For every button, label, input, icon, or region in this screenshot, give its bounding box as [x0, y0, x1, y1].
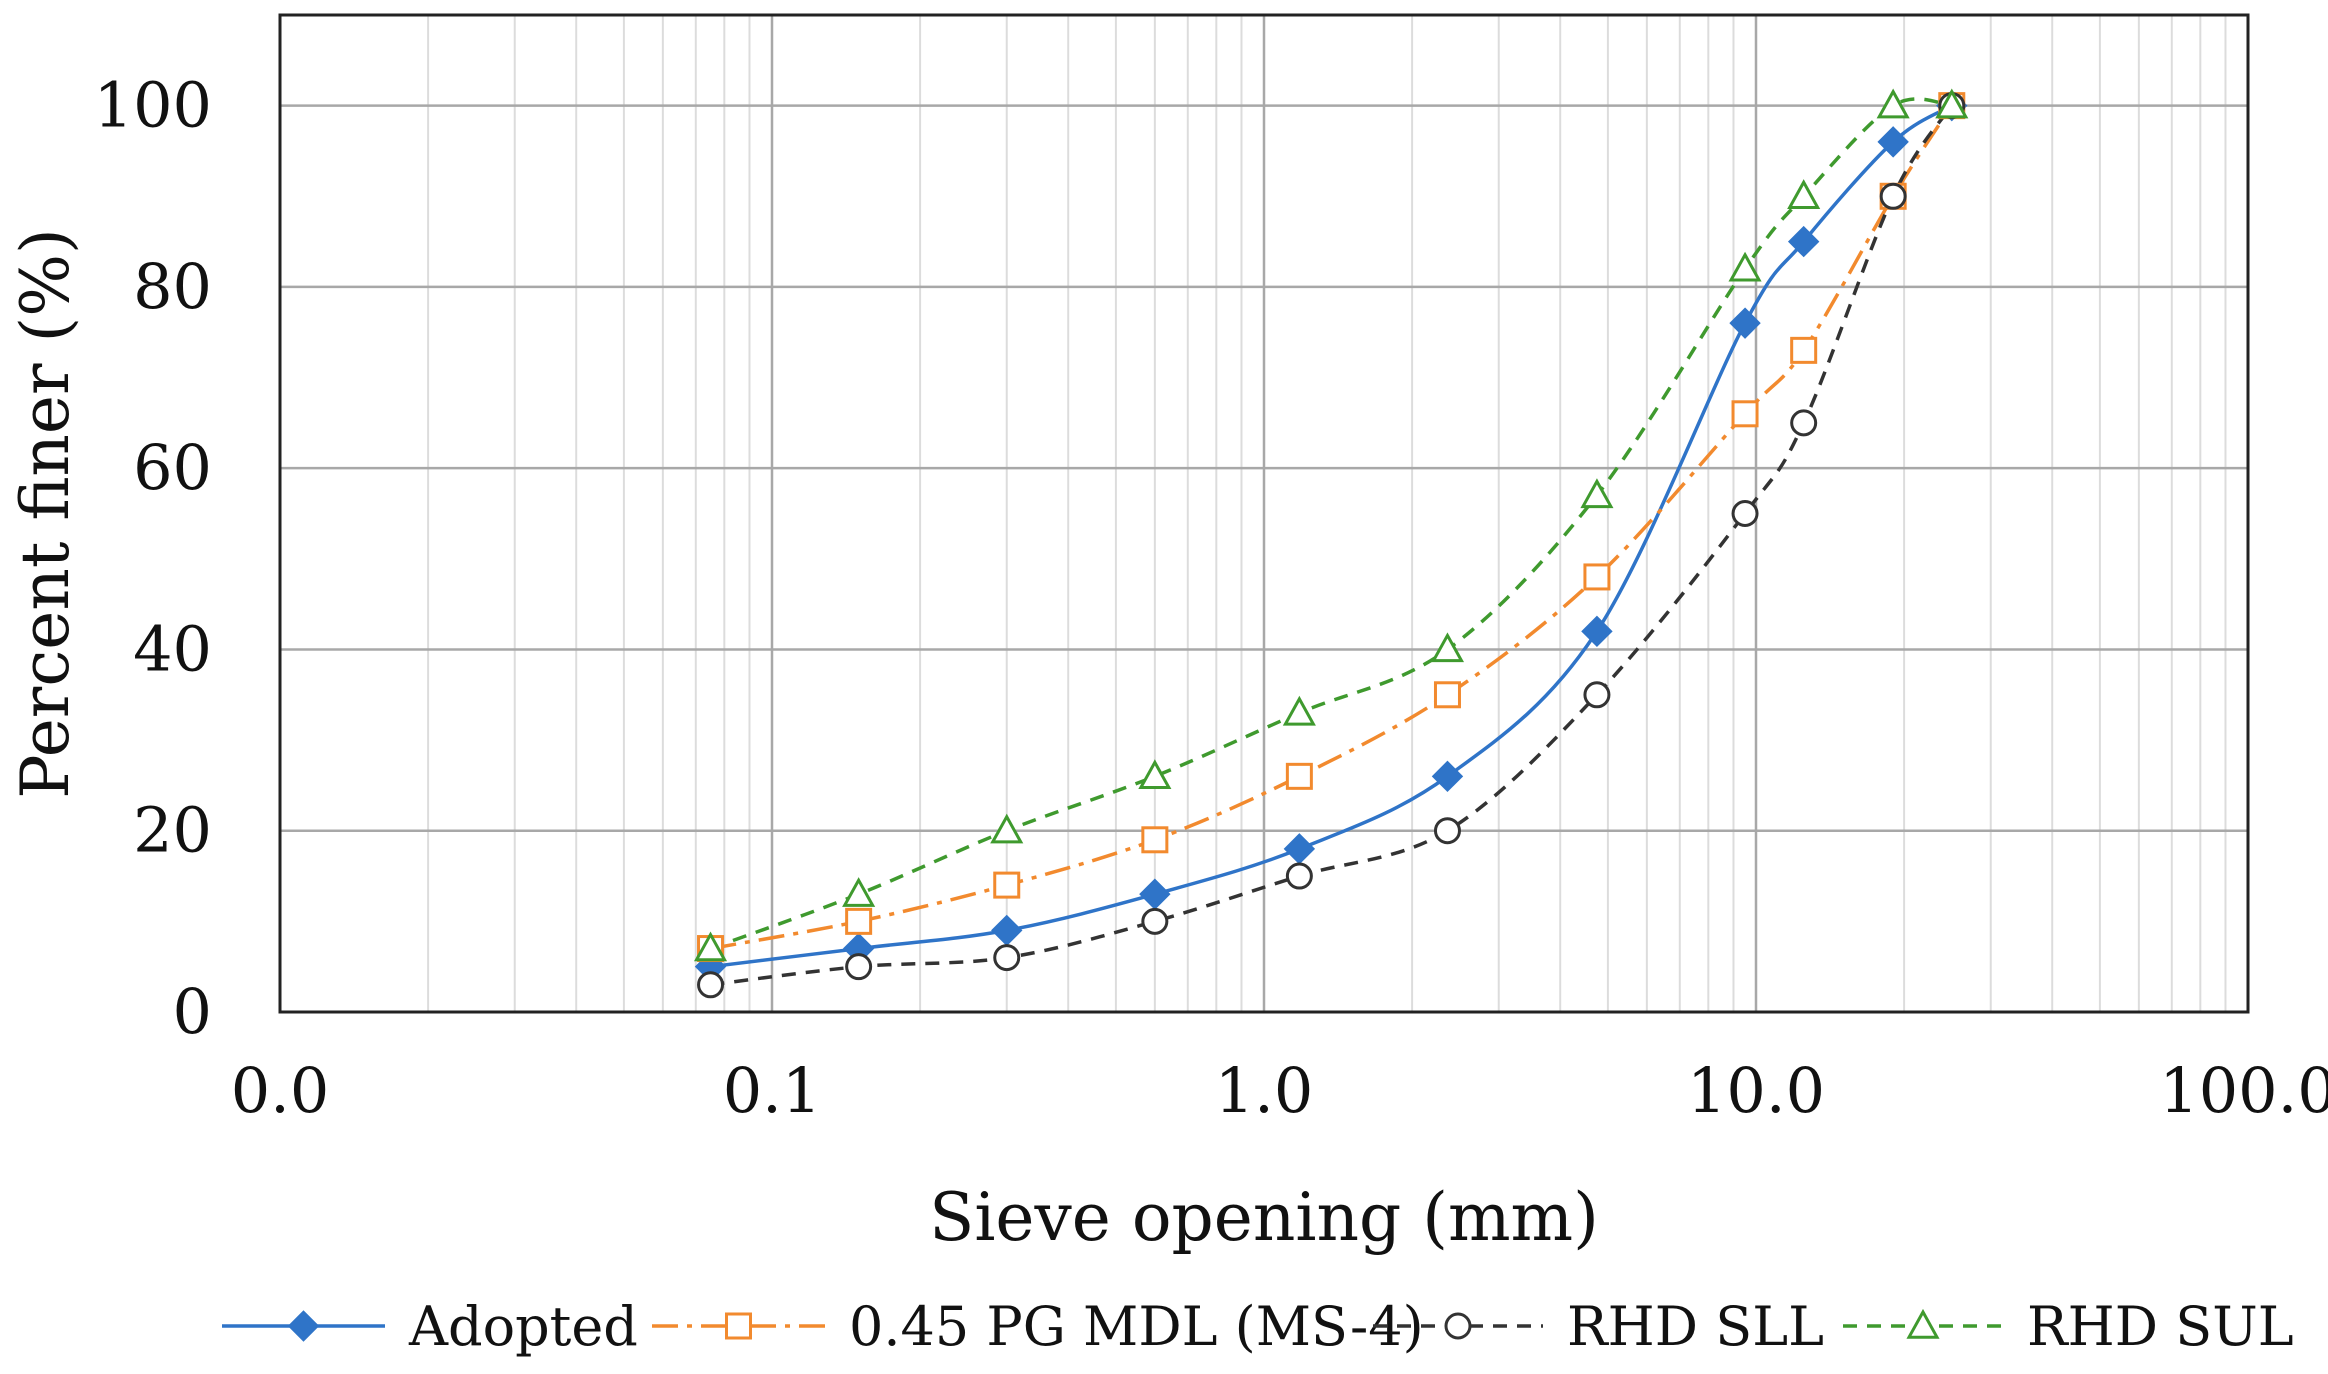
series-4-point — [1935, 88, 1969, 119]
series-4-point — [1580, 478, 1614, 509]
series-1-point — [1787, 225, 1820, 258]
series-2-point — [1433, 681, 1461, 709]
legend-marker-3 — [1444, 1312, 1472, 1340]
series-1-point — [1581, 615, 1613, 648]
series-1-point — [1729, 307, 1761, 339]
series-1-point — [1139, 878, 1171, 910]
series-3-point — [697, 971, 725, 999]
series-line-1 — [710, 104, 1953, 969]
y-tick-label: 0 — [173, 975, 212, 1048]
legend-label: RHD SUL — [2027, 1295, 2294, 1358]
x-axis-title: Sieve opening (mm) — [929, 1179, 1599, 1256]
series-4-point — [990, 813, 1024, 844]
series-markers — [693, 88, 1969, 999]
y-tick-label: 80 — [133, 250, 212, 323]
legend-marker-2 — [725, 1312, 752, 1340]
series-line-4 — [709, 97, 1953, 951]
series-4-point — [1787, 179, 1821, 209]
series-2-point — [993, 871, 1021, 899]
y-tick-label: 100 — [94, 69, 212, 142]
series-4-point — [1138, 759, 1172, 790]
x-tick-label: 0.0 — [231, 1054, 330, 1127]
series-3-point — [1731, 500, 1759, 527]
y-tick-label: 40 — [133, 612, 212, 685]
series-4-point — [842, 877, 876, 907]
series-2-point — [845, 907, 873, 935]
series-2-point — [1790, 336, 1818, 364]
y-tick-labels: 0 20 40 60 80 100 — [94, 69, 212, 1048]
x-tick-labels: 0.0 0.1 1.0 10.0 100.0 — [231, 1054, 2328, 1127]
series-3-point — [1879, 182, 1907, 210]
series-4-point — [1282, 695, 1316, 726]
series-3-point — [1433, 817, 1461, 845]
series-1-point — [1431, 760, 1464, 793]
series-3-point — [1285, 862, 1313, 890]
y-axis-title: Percent finer (%) — [7, 228, 84, 798]
series-2-point — [1731, 400, 1759, 428]
y-tick-label: 60 — [133, 431, 212, 504]
series-3-point — [1583, 681, 1611, 709]
minor-gridlines — [427, 15, 2227, 1012]
legend: Adopted 0.45 PG MDL (MS-4) RHD SLL RHD SUL — [222, 1295, 2294, 1358]
series-3-point — [1790, 409, 1818, 437]
legend-marker-1 — [287, 1310, 320, 1342]
series-4-point — [1430, 632, 1465, 663]
series-2-point — [1583, 563, 1611, 591]
series-line-2 — [710, 104, 1954, 951]
series-2-point — [1141, 826, 1169, 854]
series-3-point — [993, 944, 1021, 972]
series-lines — [709, 97, 1954, 987]
series-line-3 — [710, 104, 1954, 987]
x-tick-label: 0.1 — [723, 1054, 822, 1127]
x-tick-label: 1.0 — [1215, 1054, 1314, 1127]
plot-area-frame — [278, 13, 2250, 1014]
y-tick-label: 20 — [133, 794, 212, 867]
legend-marker-4 — [1906, 1308, 1940, 1339]
legend-label: 0.45 PG MDL (MS-4) — [849, 1295, 1424, 1358]
series-4-point — [693, 931, 728, 962]
series-4-point — [1728, 251, 1762, 282]
series-4-point — [1876, 88, 1910, 119]
series-2-point — [1285, 762, 1313, 790]
legend-label: Adopted — [408, 1295, 638, 1358]
series-3-point — [845, 953, 873, 981]
series-1-point — [1283, 833, 1316, 865]
legend-label: RHD SLL — [1567, 1295, 1824, 1358]
series-1-point — [1877, 126, 1909, 158]
series-1-point — [991, 914, 1023, 947]
x-tick-label: 100.0 — [2159, 1054, 2328, 1127]
x-tick-label: 10.0 — [1687, 1054, 1825, 1127]
series-3-point — [1141, 907, 1169, 935]
